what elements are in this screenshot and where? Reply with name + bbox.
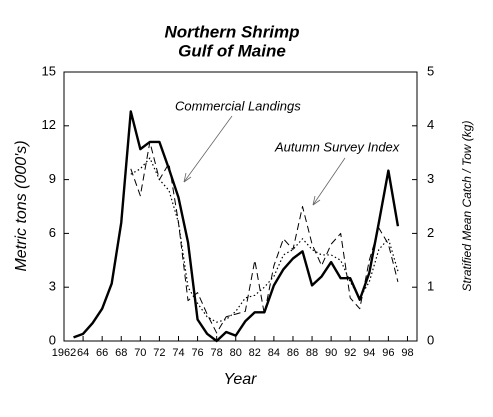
series-line: [73, 110, 400, 343]
x-tick-label: 76: [191, 347, 203, 359]
x-tick-label: 1962: [52, 347, 76, 359]
plot-frame: [63, 71, 418, 342]
x-tick-label: 72: [153, 347, 165, 359]
y-axis-label: Metric tons (000's): [13, 140, 30, 271]
arrowhead: [312, 195, 321, 206]
arrow: [312, 157, 346, 206]
x-tick-label: 90: [325, 347, 337, 359]
x-tick-label: 66: [96, 347, 108, 359]
y2-tick-label: 1: [427, 279, 434, 294]
y2-tick-label: 2: [427, 225, 434, 240]
y2-tick-label: 0: [427, 332, 434, 347]
x-tick-label: 92: [344, 347, 356, 359]
annotation: Autumn Survey Index: [274, 139, 400, 154]
x-tick-label: 84: [268, 347, 280, 359]
annotation-arrows: [183, 115, 346, 206]
x-tick-label: 82: [249, 347, 261, 359]
arrow: [183, 115, 233, 183]
y2-tick-label: 5: [427, 63, 434, 78]
x-tick-label: 74: [172, 347, 184, 359]
y-tick-label: 3: [49, 279, 56, 294]
chart-title: Gulf of Maine: [178, 41, 286, 60]
chart-title: Northern Shrimp: [164, 22, 299, 41]
series-line: [130, 141, 399, 334]
x-tick-label: 88: [306, 347, 318, 359]
x-tick-label: 78: [211, 347, 223, 359]
x-tick-label: 98: [401, 347, 413, 359]
y-tick-label: 15: [42, 63, 56, 78]
x-axis-label: Year: [224, 371, 258, 388]
x-tick-label: 94: [363, 347, 375, 359]
arrowhead: [183, 172, 192, 183]
y2-axis-label: Stratified Mean Catch / Tow (kg): [460, 121, 474, 292]
y-tick-label: 12: [42, 117, 56, 132]
x-tick-label: 70: [134, 347, 146, 359]
y2-tick-label: 3: [427, 171, 434, 186]
x-tick-label: 86: [287, 347, 299, 359]
x-tick-label: 96: [382, 347, 394, 359]
x-tick-label: 80: [230, 347, 242, 359]
y2-tick-label: 4: [427, 117, 434, 132]
y-tick-label: 0: [49, 332, 56, 347]
y-tick-label: 9: [49, 171, 56, 186]
x-tick-label: 64: [77, 347, 89, 359]
y-tick-label: 6: [49, 225, 56, 240]
series-line: [130, 157, 399, 323]
x-tick-label: 68: [115, 347, 127, 359]
annotation: Commercial Landings: [175, 98, 301, 113]
